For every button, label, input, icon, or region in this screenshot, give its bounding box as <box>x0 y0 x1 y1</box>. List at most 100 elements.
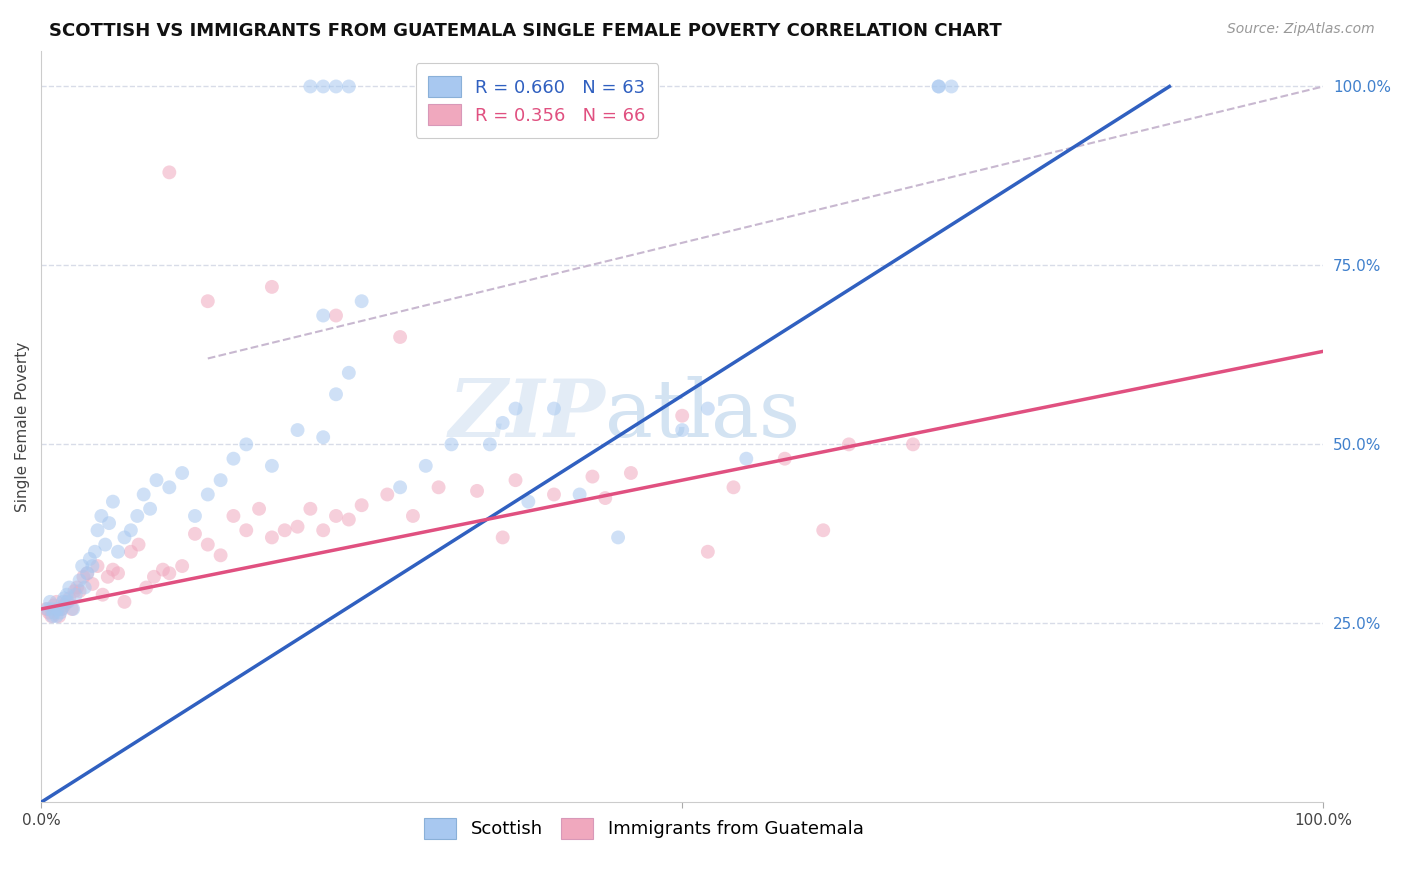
Point <box>222 508 245 523</box>
Point <box>696 401 718 416</box>
Point <box>69 584 91 599</box>
Point <box>41 602 63 616</box>
Point <box>39 595 62 609</box>
Point <box>91 588 114 602</box>
Point <box>65 588 87 602</box>
Point <box>197 487 219 501</box>
Point <box>172 559 194 574</box>
Point <box>76 566 98 581</box>
Point <box>773 451 796 466</box>
Point <box>312 79 335 94</box>
Point <box>157 165 180 179</box>
Point <box>56 595 79 609</box>
Point <box>69 574 91 588</box>
Point <box>90 508 112 523</box>
Y-axis label: Single Female Poverty: Single Female Poverty <box>15 342 30 512</box>
Point <box>312 430 335 444</box>
Point <box>38 606 60 620</box>
Text: SCOTTISH VS IMMIGRANTS FROM GUATEMALA SINGLE FEMALE POVERTY CORRELATION CHART: SCOTTISH VS IMMIGRANTS FROM GUATEMALA SI… <box>49 22 1002 40</box>
Point <box>941 79 963 94</box>
Point <box>101 494 124 508</box>
Point <box>53 599 76 613</box>
Point <box>478 437 501 451</box>
Point <box>465 483 488 498</box>
Point <box>928 79 950 94</box>
Point <box>928 79 950 94</box>
Point <box>696 545 718 559</box>
Point <box>114 595 136 609</box>
Point <box>247 501 270 516</box>
Point <box>505 79 527 94</box>
Point <box>325 508 347 523</box>
Point <box>671 423 693 437</box>
Point <box>86 559 108 574</box>
Point <box>114 530 136 544</box>
Point <box>120 545 142 559</box>
Point <box>325 309 347 323</box>
Point <box>543 401 565 416</box>
Point <box>55 588 77 602</box>
Point <box>415 458 437 473</box>
Point <box>157 566 180 581</box>
Point <box>94 538 117 552</box>
Point <box>492 416 515 430</box>
Point <box>107 566 129 581</box>
Point <box>671 409 693 423</box>
Point <box>197 294 219 309</box>
Point <box>58 581 80 595</box>
Point <box>235 437 257 451</box>
Point <box>70 559 93 574</box>
Point <box>62 602 84 616</box>
Point <box>82 559 104 574</box>
Point <box>152 563 174 577</box>
Point <box>312 523 335 537</box>
Point <box>325 79 347 94</box>
Point <box>127 508 149 523</box>
Point <box>128 538 150 552</box>
Point <box>132 487 155 501</box>
Point <box>46 602 69 616</box>
Point <box>312 309 335 323</box>
Point <box>45 595 67 609</box>
Point <box>60 602 83 616</box>
Point <box>209 549 232 563</box>
Point <box>63 584 86 599</box>
Point <box>838 437 860 451</box>
Point <box>209 473 232 487</box>
Point <box>51 602 73 616</box>
Point <box>49 606 72 620</box>
Point <box>813 523 835 537</box>
Point <box>337 366 360 380</box>
Point <box>53 591 76 606</box>
Point <box>235 523 257 537</box>
Point <box>440 437 463 451</box>
Point <box>492 530 515 544</box>
Point <box>735 451 758 466</box>
Point <box>389 330 412 344</box>
Point <box>287 423 309 437</box>
Point <box>35 602 58 616</box>
Point <box>37 602 59 616</box>
Point <box>139 501 162 516</box>
Point <box>184 526 207 541</box>
Point <box>97 570 120 584</box>
Point <box>901 437 924 451</box>
Point <box>79 552 101 566</box>
Point <box>107 545 129 559</box>
Point <box>389 480 412 494</box>
Point <box>350 294 373 309</box>
Point <box>287 519 309 533</box>
Point <box>478 79 501 94</box>
Point <box>135 581 157 595</box>
Point <box>197 538 219 552</box>
Text: Source: ZipAtlas.com: Source: ZipAtlas.com <box>1227 22 1375 37</box>
Point <box>184 508 207 523</box>
Point <box>145 473 167 487</box>
Point <box>543 487 565 501</box>
Point <box>157 480 180 494</box>
Point <box>55 595 77 609</box>
Point <box>41 609 63 624</box>
Legend: Scottish, Immigrants from Guatemala: Scottish, Immigrants from Guatemala <box>416 811 870 846</box>
Point <box>620 466 643 480</box>
Text: ZIP: ZIP <box>449 376 605 454</box>
